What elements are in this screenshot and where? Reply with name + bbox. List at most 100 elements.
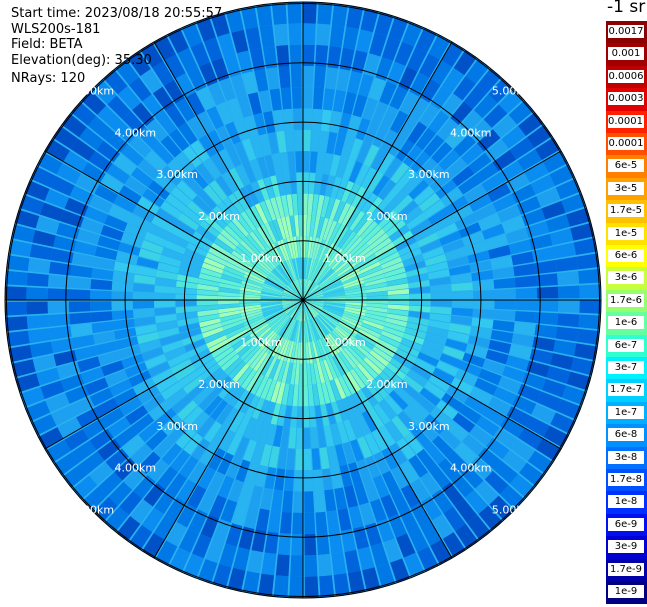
ppi-cell: [170, 358, 193, 375]
ppi-cell: [256, 3, 273, 27]
ppi-cell: [360, 167, 377, 189]
ppi-cell: [361, 322, 383, 335]
ppi-cell: [525, 415, 550, 437]
ppi-cell: [6, 330, 30, 347]
ppi-cell: [390, 489, 410, 514]
ppi-cell: [355, 413, 371, 436]
ppi-cell: [311, 108, 322, 131]
ppi-cell: [176, 317, 199, 327]
ppi-cell: [206, 335, 228, 349]
ppi-cell: [430, 60, 453, 85]
ppi-cell: [451, 282, 473, 292]
ppi-cell: [304, 491, 315, 513]
ppi-cell: [196, 110, 215, 135]
ppi-cell: [336, 68, 351, 92]
ppi-cell: [209, 494, 227, 519]
ppi-cell: [389, 357, 411, 375]
ppi-cell: [414, 357, 436, 374]
ppi-cell: [225, 326, 247, 339]
ppi-cell: [318, 314, 335, 330]
ppi-cell: [29, 244, 53, 261]
ppi-cell: [373, 403, 391, 425]
ppi-cell: [163, 240, 187, 255]
ppi-cell: [249, 231, 266, 251]
ppi-cell: [344, 283, 366, 291]
ppi-cell: [346, 345, 364, 363]
ppi-cell: [371, 101, 389, 125]
ppi-cell: [187, 200, 208, 220]
ppi-cell: [324, 302, 346, 307]
ppi-cell: [108, 204, 132, 223]
ppi-cell: [356, 363, 375, 383]
ppi-cell: [446, 385, 469, 404]
ppi-cell: [303, 406, 310, 428]
ppi-cell: [94, 184, 118, 204]
ppi-cell: [408, 454, 429, 478]
ppi-cell: [218, 379, 237, 400]
ppi-cell: [450, 204, 474, 222]
ppi-cell: [509, 137, 535, 160]
colorbar-level-label: 1.7e-5: [608, 204, 644, 218]
colorbar-swatch: 3e-6: [606, 267, 647, 291]
ppi-cell: [29, 341, 54, 358]
ppi-cell: [217, 300, 240, 305]
ppi-cell: [380, 494, 399, 519]
ppi-cell: [100, 224, 124, 241]
ppi-cell: [246, 347, 263, 367]
ppi-cell: [447, 330, 470, 344]
ppi-cell: [242, 439, 257, 462]
ppi-cell: [356, 189, 372, 211]
ppi-cell: [519, 462, 545, 487]
ppi-cell: [338, 351, 354, 372]
ppi-cell: [176, 479, 197, 503]
ppi-cell: [454, 442, 478, 465]
ppi-cell: [325, 220, 338, 242]
ppi-cell: [461, 231, 485, 247]
ppi-cell: [578, 314, 601, 330]
ppi-cell: [296, 300, 303, 321]
ppi-cell: [419, 387, 441, 407]
ppi-cell: [366, 170, 384, 193]
ppi-cell: [63, 464, 88, 488]
ppi-cell: [372, 475, 390, 499]
ppi-cell: [243, 345, 261, 364]
ppi-cell: [391, 415, 411, 438]
ppi-cell: [348, 160, 363, 184]
ppi-cell: [494, 288, 516, 299]
ppi-cell: [159, 333, 182, 347]
ppi-cell: [352, 94, 368, 118]
field-text: Field: BETA: [11, 37, 83, 52]
ppi-cell: [357, 436, 373, 459]
colorbar-swatch: 1e-8: [606, 491, 647, 515]
ppi-cell: [223, 323, 245, 335]
ppi-cell: [176, 180, 197, 201]
ppi-cell: [386, 277, 409, 287]
ppi-cell: [387, 308, 409, 316]
ppi-cell: [44, 189, 70, 209]
ppi-cell: [469, 425, 493, 447]
ppi-cell: [312, 384, 320, 406]
ppi-cell: [138, 248, 162, 262]
ppi-cell: [239, 304, 261, 310]
ppi-cell: [475, 480, 499, 505]
ppi-cell: [269, 88, 282, 111]
colorbar-swatch: 1.7e-5: [606, 200, 647, 224]
ppi-cell: [168, 421, 190, 443]
ppi-cell: [239, 392, 255, 414]
ppi-cell: [353, 482, 369, 506]
ppi-cell: [50, 175, 75, 197]
ppi-cell: [231, 250, 252, 266]
ppi-cell: [303, 286, 321, 300]
ppi-cell: [291, 87, 302, 109]
ppi-cell: [207, 129, 225, 153]
ppi-cell: [274, 23, 289, 46]
ppi-cell: [5, 316, 28, 332]
ppi-cell: [382, 261, 405, 274]
ppi-cell: [395, 139, 415, 162]
ppi-cell: [505, 227, 529, 244]
ppi-cell: [391, 465, 410, 490]
ppi-cell: [133, 308, 155, 318]
ppi-cell: [208, 339, 230, 354]
ppi-cell: [160, 135, 182, 158]
ppi-cell: [303, 280, 312, 300]
